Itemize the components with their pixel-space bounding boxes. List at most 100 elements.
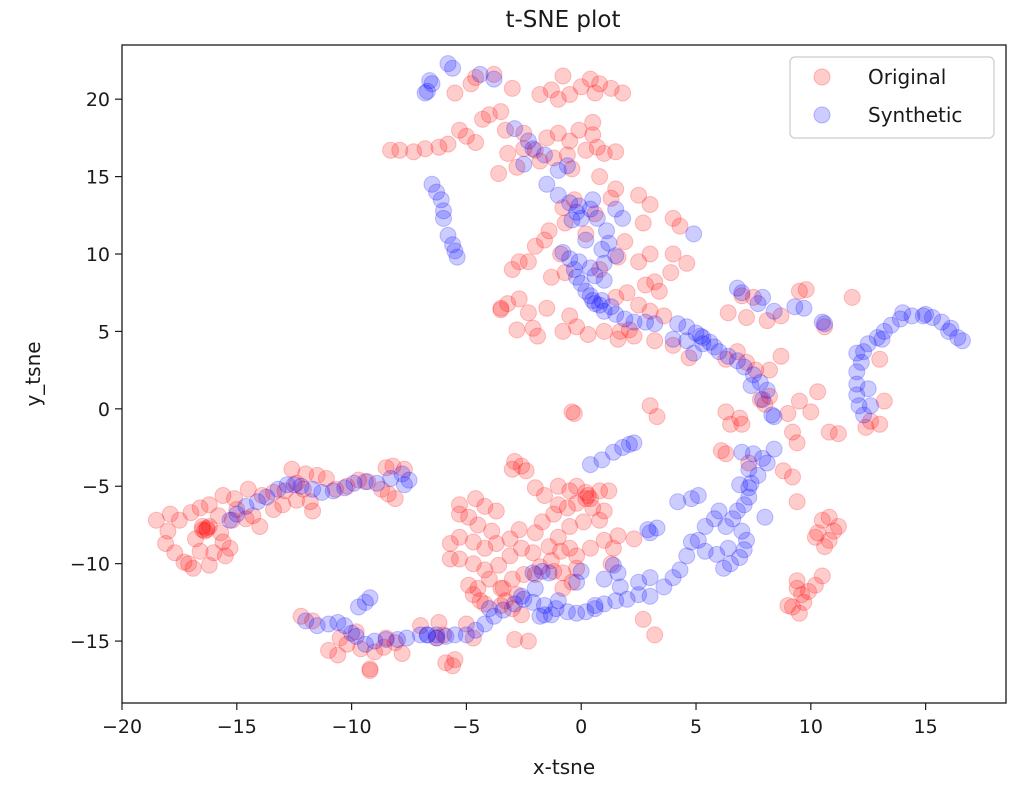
point-original-106 [738, 353, 755, 371]
point-original-171 [517, 462, 535, 480]
point-synthetic-116 [859, 380, 877, 398]
point-synthetic-224 [382, 470, 400, 487]
point-original-72 [609, 330, 627, 348]
point-synthetic-14 [558, 157, 576, 175]
point-synthetic-204 [611, 578, 629, 596]
point-synthetic-4 [423, 75, 441, 93]
point-original-293 [274, 496, 292, 514]
point-original-306 [200, 556, 218, 574]
point-original-10 [467, 134, 485, 151]
point-original-232 [595, 531, 613, 549]
point-original-15 [391, 141, 409, 159]
point-original-12 [430, 138, 448, 156]
point-synthetic-48 [595, 254, 613, 272]
point-synthetic-114 [850, 397, 868, 415]
point-original-60 [499, 295, 517, 313]
point-synthetic-58 [616, 310, 634, 328]
point-original-327 [338, 635, 356, 653]
point-synthetic-113 [848, 386, 866, 404]
point-synthetic-68 [692, 327, 710, 345]
point-original-249 [430, 614, 448, 631]
point-synthetic-84 [754, 391, 772, 408]
point-original-185 [526, 524, 544, 542]
point-original-156 [806, 528, 824, 546]
point-original-111 [761, 387, 778, 405]
point-original-311 [159, 522, 177, 540]
point-synthetic-47 [607, 247, 625, 265]
point-original-180 [464, 533, 482, 551]
point-original-208 [451, 550, 468, 568]
point-original-268 [386, 490, 404, 508]
point-original-319 [209, 507, 227, 525]
point-original-285 [253, 487, 271, 504]
point-synthetic-40 [685, 225, 703, 243]
point-synthetic-67 [687, 324, 705, 342]
point-original-265 [384, 457, 402, 475]
point-synthetic-45 [586, 267, 604, 285]
point-synthetic-15 [538, 175, 556, 193]
point-synthetic-63 [593, 292, 611, 309]
point-original-281 [304, 502, 322, 520]
point-original-231 [604, 539, 622, 557]
point-synthetic-156 [669, 493, 687, 511]
point-synthetic-65 [669, 315, 687, 333]
point-synthetic-44 [581, 259, 599, 277]
point-original-28 [545, 149, 563, 167]
point-original-334 [393, 645, 411, 662]
point-original-333 [386, 634, 404, 652]
point-original-96 [563, 160, 581, 178]
point-original-154 [816, 538, 834, 556]
point-original-51 [526, 237, 544, 255]
point-synthetic-151 [696, 518, 714, 535]
x-tick-label: −10 [332, 716, 372, 738]
point-original-220 [568, 547, 586, 565]
point-original-165 [779, 597, 797, 614]
point-original-207 [464, 555, 482, 573]
point-original-39 [549, 90, 567, 108]
point-synthetic-86 [765, 408, 783, 426]
point-original-270 [359, 473, 377, 491]
point-original-324 [304, 612, 322, 630]
point-original-217 [542, 552, 560, 570]
point-synthetic-203 [586, 597, 604, 614]
point-original-55 [503, 261, 521, 278]
point-original-176 [469, 516, 487, 534]
point-synthetic-157 [682, 533, 700, 551]
point-original-2 [485, 65, 503, 83]
point-original-304 [214, 533, 232, 551]
point-synthetic-194 [329, 614, 347, 631]
x-tick-label: −5 [452, 716, 480, 738]
x-tick-label: 10 [799, 716, 823, 738]
point-synthetic-244 [604, 556, 622, 574]
point-original-143 [563, 403, 581, 421]
point-synthetic-41 [554, 244, 572, 261]
point-original-254 [513, 606, 530, 624]
point-original-30 [515, 140, 533, 158]
point-original-70 [579, 326, 597, 343]
point-synthetic-64 [602, 298, 620, 316]
point-original-301 [187, 530, 204, 548]
point-synthetic-179 [467, 621, 485, 639]
point-original-199 [561, 518, 579, 535]
point-original-204 [501, 547, 519, 565]
point-original-284 [265, 483, 282, 501]
point-original-41 [572, 78, 590, 96]
point-original-25 [584, 113, 602, 131]
point-synthetic-34 [435, 202, 452, 220]
point-original-226 [503, 600, 521, 618]
point-synthetic-186 [398, 629, 416, 647]
legend-frame [789, 56, 995, 139]
point-original-138 [857, 418, 875, 436]
point-synthetic-141 [717, 518, 735, 535]
point-original-339 [611, 322, 629, 340]
point-original-295 [237, 510, 255, 528]
point-original-303 [205, 544, 223, 562]
point-original-298 [200, 518, 218, 535]
point-original-97 [602, 189, 620, 207]
point-original-146 [740, 454, 758, 472]
point-original-144 [712, 442, 730, 460]
point-original-300 [198, 521, 216, 539]
point-original-125 [719, 304, 737, 322]
point-synthetic-109 [953, 332, 971, 350]
